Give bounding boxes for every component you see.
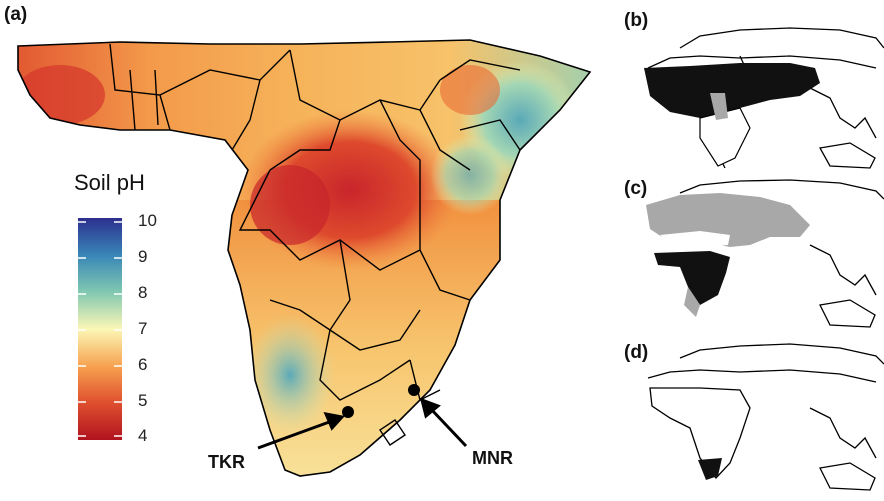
panel-label-d: (d) bbox=[624, 342, 649, 363]
legend-tick-9: 9 bbox=[138, 247, 148, 266]
legend-tick-6: 6 bbox=[138, 355, 148, 374]
world-map-b bbox=[640, 8, 884, 177]
legend-tick-4: 4 bbox=[138, 426, 148, 445]
legend-colorbar bbox=[78, 218, 122, 440]
world-map-d bbox=[640, 338, 884, 501]
site-label-tkr: TKR bbox=[208, 452, 245, 472]
tkr-site-marker bbox=[342, 406, 354, 418]
site-label-mnr: MNR bbox=[472, 448, 513, 468]
country-borders bbox=[109, 43, 521, 446]
world-map-c bbox=[640, 175, 884, 344]
legend-tick-10: 10 bbox=[138, 211, 157, 230]
legend-tick-5: 5 bbox=[138, 391, 148, 410]
mnr-site-marker bbox=[408, 384, 420, 396]
panel-label-a: (a) bbox=[4, 4, 28, 25]
legend-title: Soil pH bbox=[74, 170, 145, 195]
soil-ph-map bbox=[17, 39, 591, 477]
panel-label-c: (c) bbox=[624, 178, 648, 199]
color-legend bbox=[78, 218, 128, 445]
legend-tick-8: 8 bbox=[138, 283, 148, 302]
panel-label-b: (b) bbox=[624, 10, 649, 31]
site-arrows bbox=[257, 397, 468, 450]
legend-tick-7: 7 bbox=[138, 319, 148, 338]
